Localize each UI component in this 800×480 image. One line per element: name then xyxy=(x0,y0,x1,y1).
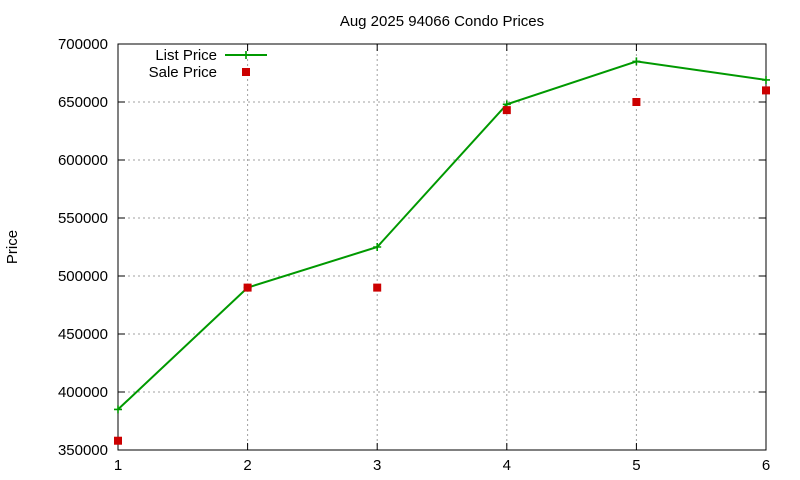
y-tick-label: 600000 xyxy=(58,152,108,169)
x-tick-label: 1 xyxy=(114,457,122,474)
y-tick-label: 650000 xyxy=(58,94,108,111)
x-tick-label: 5 xyxy=(632,457,640,474)
list-price-point xyxy=(762,75,770,84)
y-tick-labels: 350000 400000 450000 500000 550000 600000 6500… xyxy=(58,36,108,459)
list-price-point xyxy=(632,57,641,66)
plot-frame xyxy=(117,43,767,451)
y-tick-label: 700000 xyxy=(58,36,108,53)
y-tick-label: 350000 xyxy=(58,442,108,459)
list-price-line xyxy=(117,60,767,411)
x-tick-label: 4 xyxy=(503,457,511,474)
y-axis-label: Price xyxy=(4,230,21,264)
x-tick-labels: 1 2 3 4 5 6 xyxy=(114,457,770,474)
legend-label-list-price: List Price xyxy=(155,47,217,64)
legend-marker-sale-price xyxy=(242,68,250,76)
sale-price-point xyxy=(762,86,770,95)
list-price-point xyxy=(373,243,382,251)
axis-ticks xyxy=(117,43,767,451)
y-tick-label: 450000 xyxy=(58,326,108,343)
x-tick-label: 6 xyxy=(762,457,770,474)
sale-price-point xyxy=(502,106,511,115)
x-tick-label: 2 xyxy=(243,457,251,474)
sale-price-point xyxy=(632,98,641,106)
x-tick-label: 3 xyxy=(373,457,381,474)
sale-price-point xyxy=(373,283,382,292)
series xyxy=(114,57,770,445)
y-tick-label: 500000 xyxy=(58,268,108,285)
list-price-point xyxy=(114,405,122,414)
grid xyxy=(118,44,766,450)
chart-title: Aug 2025 94066 Condo Prices xyxy=(340,13,544,30)
y-tick-label: 400000 xyxy=(58,384,108,401)
legend-marker-list-price xyxy=(242,51,250,59)
legend-label-sale-price: Sale Price xyxy=(149,64,217,81)
y-tick-label: 550000 xyxy=(58,210,108,227)
sale-price-point xyxy=(243,283,252,292)
sale-price-point xyxy=(114,436,122,445)
